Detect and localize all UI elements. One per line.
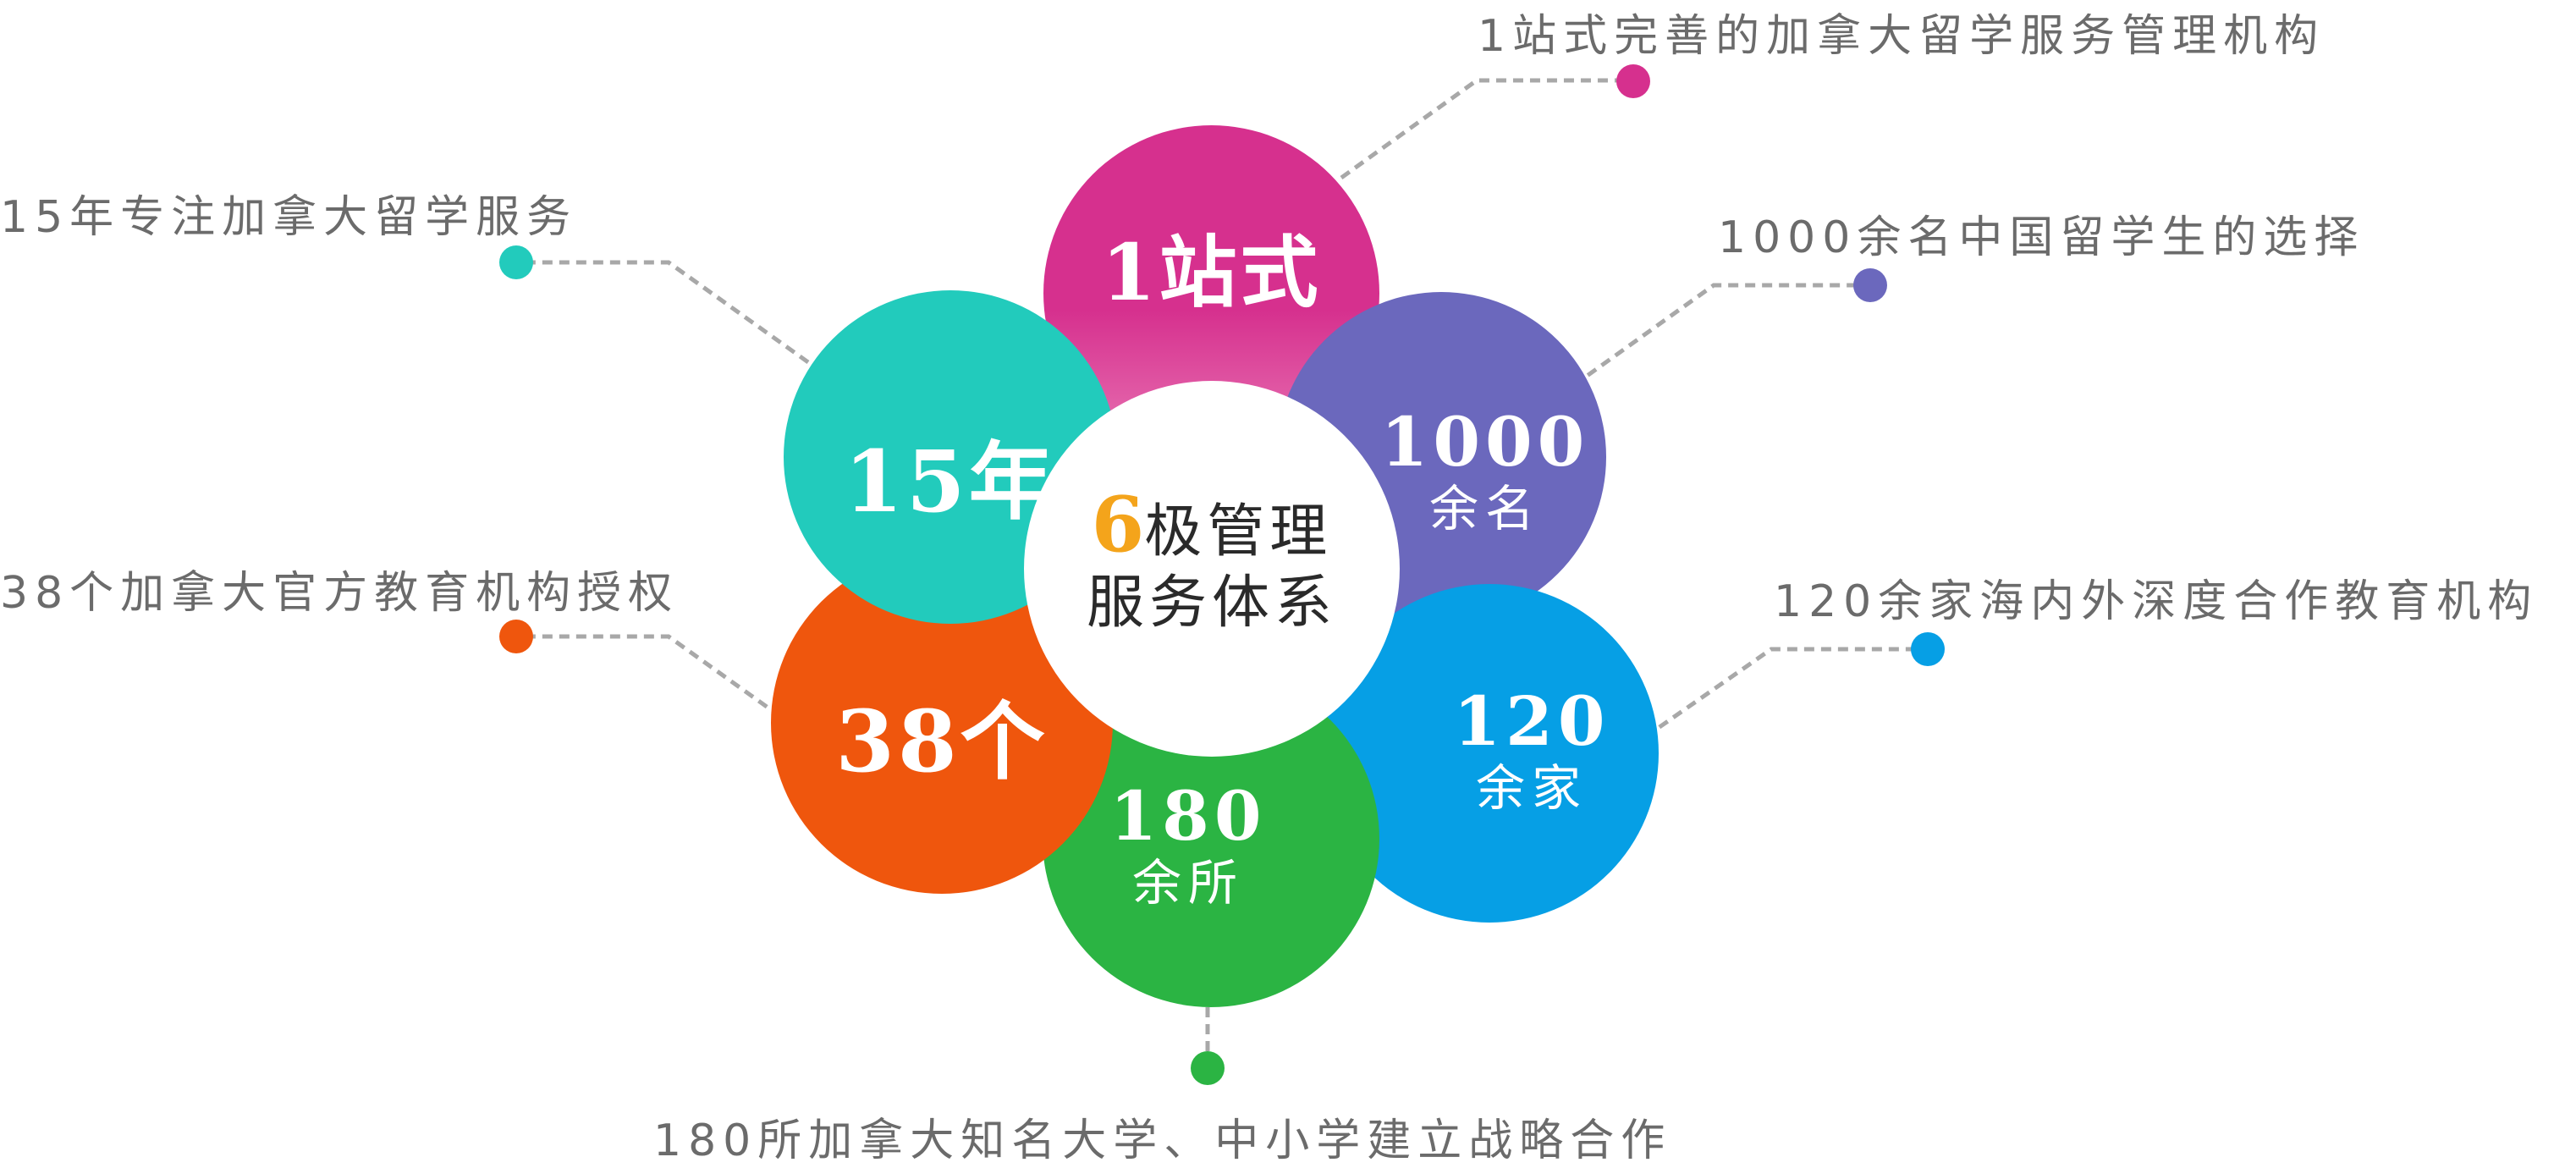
connector-top: [1340, 78, 1633, 180]
petal-upper-right-sub: 余名: [1428, 480, 1541, 537]
petal-top-main: 1站式: [1101, 227, 1322, 318]
dot-upper-right: [1853, 268, 1887, 302]
petal-bottom-main: 180: [1109, 776, 1267, 856]
connector-lower-right: [1630, 647, 1928, 749]
callout-lower-right: 120余家海内外深度合作教育机构: [1774, 576, 2539, 627]
connector-upper-right: [1572, 283, 1870, 388]
petal-top-label: 1站式: [1043, 210, 1379, 322]
petal-upper-right-label: 1000 余名: [1320, 405, 1650, 538]
petal-lower-right-sub: 余家: [1475, 759, 1588, 817]
callout-upper-left: 15年专注加拿大留学服务: [0, 192, 578, 243]
connector-lower-left: [520, 634, 810, 739]
petal-lower-right-main: 120: [1453, 681, 1610, 761]
petal-bottom-label: 180 余所: [1020, 779, 1357, 912]
callout-lower-left: 38个加拿大官方教育机构授权: [0, 568, 680, 619]
petal-lower-left-label: 38个: [771, 673, 1113, 796]
dot-top: [1616, 64, 1650, 98]
center-title-line-2: 服务体系: [1086, 570, 1337, 636]
center-line1-text: 极管理: [1144, 499, 1333, 565]
dot-lower-right: [1911, 632, 1945, 666]
petal-lower-right-label: 120 余家: [1362, 684, 1701, 818]
connector-upper-left: [520, 260, 810, 365]
dot-lower-left: [499, 620, 533, 653]
petal-bottom-sub: 余所: [1131, 854, 1244, 912]
dot-upper-left: [499, 245, 533, 279]
petal-upper-right-main: 1000: [1380, 402, 1590, 482]
callout-bottom: 180所加拿大知名大学、中小学建立战略合作: [653, 1116, 1672, 1166]
dot-bottom: [1191, 1051, 1225, 1085]
callout-top: 1站式完善的加拿大留学服务管理机构: [1478, 11, 2326, 62]
center-title-line-1: 6极管理: [1024, 482, 1400, 575]
center-circle: [1024, 381, 1400, 757]
petal-lower-left-main: 38个: [835, 691, 1049, 791]
center-digit: 6: [1091, 480, 1145, 570]
petal-upper-left-label: 15年: [784, 413, 1117, 536]
callout-upper-right: 1000余名中国留学生的选择: [1718, 212, 2365, 263]
petal-upper-left-main: 15年: [844, 432, 1057, 532]
